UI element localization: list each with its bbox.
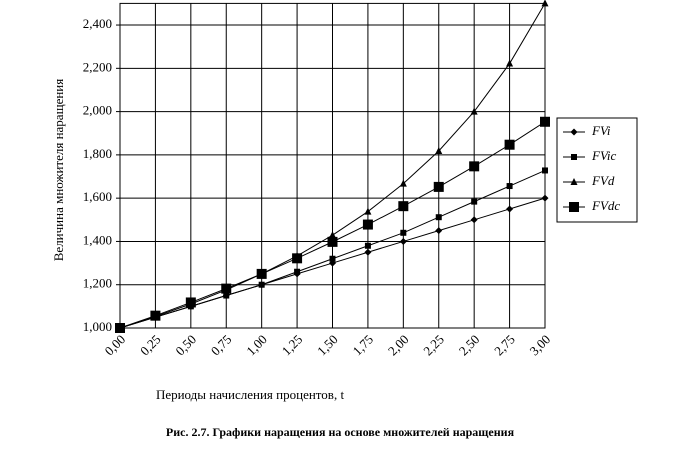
- marker: [504, 139, 515, 150]
- x-tick-label: 1,75: [349, 332, 376, 359]
- x-tick-label: 0,50: [172, 332, 199, 359]
- marker: [362, 219, 373, 230]
- marker: [294, 268, 301, 275]
- y-tick-label: 1,600: [83, 189, 112, 204]
- marker: [115, 323, 125, 333]
- x-tick-label: 2,50: [456, 332, 483, 359]
- x-tick-label: 0,25: [137, 332, 164, 359]
- marker: [540, 116, 550, 127]
- legend-label: FVd: [591, 173, 615, 188]
- y-axis-label: Величина множителя наращения: [51, 79, 66, 262]
- y-tick-label: 1,800: [83, 146, 112, 161]
- x-tick-label: 1,50: [314, 332, 341, 359]
- marker: [364, 207, 372, 215]
- x-tick-label: 1,25: [279, 332, 306, 359]
- marker: [329, 231, 336, 239]
- marker: [470, 107, 478, 115]
- marker: [435, 227, 443, 235]
- x-tick-label: 0,75: [208, 332, 235, 359]
- marker: [258, 281, 265, 288]
- marker: [570, 128, 578, 136]
- marker: [541, 194, 549, 202]
- marker: [329, 255, 336, 262]
- marker: [569, 202, 579, 212]
- marker: [221, 283, 232, 294]
- marker: [398, 201, 409, 212]
- plot-border: [119, 2, 546, 329]
- y-tick-label: 2,000: [83, 103, 112, 118]
- y-tick-label: 1,000: [83, 319, 112, 334]
- marker: [150, 310, 161, 321]
- x-tick-label: 2,00: [385, 332, 412, 359]
- y-tick-label: 2,200: [83, 59, 112, 74]
- x-tick-label: 1,00: [243, 332, 270, 359]
- marker: [471, 198, 478, 205]
- x-tick-label: 2,25: [420, 332, 447, 359]
- marker: [435, 146, 443, 154]
- marker: [435, 214, 442, 221]
- marker: [570, 178, 578, 185]
- marker: [506, 183, 513, 190]
- marker: [364, 248, 372, 256]
- marker: [506, 205, 514, 213]
- marker: [469, 161, 480, 172]
- caption: Рис. 2.7. Графики наращения на основе мн…: [166, 425, 515, 439]
- marker: [399, 237, 407, 245]
- marker: [327, 236, 338, 247]
- legend-label: FVdc: [591, 198, 620, 213]
- marker: [541, 0, 549, 7]
- y-tick-label: 2,400: [83, 16, 112, 31]
- marker: [399, 179, 407, 187]
- legend-label: FVi: [591, 123, 611, 138]
- legend-label: FVic: [591, 148, 617, 163]
- marker: [400, 229, 407, 236]
- marker: [185, 297, 196, 308]
- marker: [256, 268, 267, 279]
- x-tick-label: 0,00: [102, 332, 129, 359]
- y-tick-label: 1,400: [83, 232, 112, 247]
- x-tick-label: 2,75: [491, 332, 518, 359]
- y-tick-label: 1,200: [83, 276, 112, 291]
- marker: [506, 59, 514, 67]
- marker: [223, 292, 230, 299]
- marker: [364, 242, 371, 249]
- marker: [571, 154, 577, 160]
- marker: [470, 216, 478, 224]
- marker: [542, 167, 548, 174]
- marker: [292, 253, 303, 264]
- marker: [433, 181, 444, 192]
- x-tick-label: 3,00: [527, 332, 554, 359]
- x-axis-label: Периоды начисления процентов, t: [156, 387, 345, 402]
